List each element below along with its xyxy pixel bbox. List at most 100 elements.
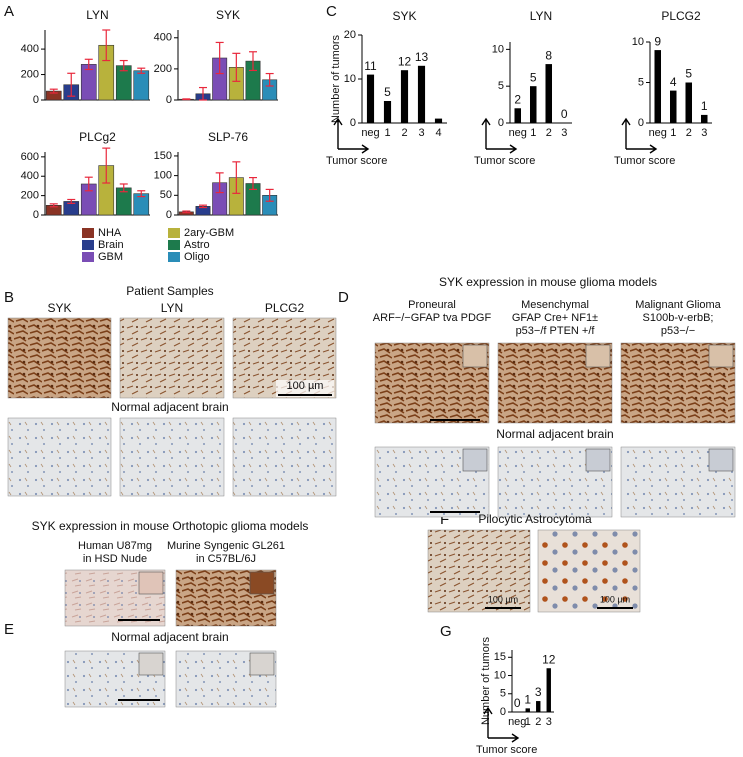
panel-letter: G — [440, 623, 452, 640]
row-label: Normal adjacent brain — [496, 427, 613, 441]
value-label: 5 — [530, 70, 537, 84]
column-label: in HSD Nude — [83, 553, 147, 565]
bar — [529, 86, 537, 123]
arrow — [483, 706, 520, 743]
row-label: Normal adjacent brain — [111, 400, 228, 414]
panel-letter: E — [4, 621, 14, 638]
chart-title: SYK — [392, 9, 416, 23]
micrograph — [119, 417, 225, 497]
panel-letter: C — [326, 3, 337, 20]
x-tick-label: 1 — [530, 127, 536, 139]
y-axis-label: Number of tumors — [330, 34, 342, 123]
y-tick-label: 200 — [154, 63, 172, 75]
value-label: 11 — [364, 59, 377, 73]
inset — [138, 571, 164, 595]
y-tick-label: 100 — [154, 170, 172, 182]
y-tick-label: 5 — [638, 76, 644, 88]
y-tick-label: 50 — [160, 189, 172, 201]
y-tick-label: 600 — [21, 151, 39, 163]
bar — [546, 668, 551, 712]
arrow — [621, 117, 658, 154]
chart-title: LYN — [86, 8, 108, 22]
inset — [249, 571, 275, 595]
scale-label: 100 µm — [287, 380, 324, 392]
column-label: SYK — [47, 301, 71, 315]
x-tick-label: 3 — [546, 716, 552, 728]
x-tick-label: 2 — [686, 127, 692, 139]
column-label: in C57BL/6J — [196, 553, 256, 565]
panel-letter: F — [440, 511, 449, 528]
y-tick-label: 200 — [21, 68, 39, 80]
value-label: 12 — [542, 652, 556, 666]
y-tick-label: 400 — [21, 43, 39, 55]
value-label: 1 — [701, 99, 708, 113]
x-tick-label: 4 — [435, 127, 441, 139]
column-label: PLCG2 — [265, 301, 305, 315]
column-label: S100b-v-erbB; — [643, 312, 714, 324]
inset — [138, 652, 164, 676]
section-title: SYK expression in mouse Orthotopic gliom… — [32, 519, 309, 533]
value-label: 0 — [514, 696, 521, 710]
bar — [525, 708, 530, 712]
y-tick-label: 0 — [33, 94, 39, 106]
micrograph — [427, 529, 531, 613]
micrograph — [537, 529, 641, 613]
column-label: ARF−/−GFAP tva PDGF — [373, 312, 492, 324]
y-tick-label: 0 — [350, 117, 356, 129]
column-label: Human U87mg — [78, 540, 152, 552]
inset — [249, 652, 275, 676]
legend-swatch — [82, 252, 94, 262]
x-tick-label: 1 — [525, 716, 531, 728]
bar — [536, 701, 541, 712]
value-label: 13 — [415, 50, 429, 64]
micrograph — [7, 317, 112, 399]
bar — [434, 118, 443, 123]
section-title: Pilocytic Astrocytoma — [478, 512, 592, 526]
scale-label: 100 µm — [600, 594, 630, 604]
y-tick-label: 0 — [166, 94, 172, 106]
y-tick-label: 20 — [344, 29, 356, 41]
x-tick-label: 1 — [384, 127, 390, 139]
inset — [585, 448, 611, 472]
column-label: Murine Syngenic GL261 — [167, 540, 285, 552]
y-tick-label: 0 — [500, 706, 506, 718]
x-axis-label: Tumor score — [474, 155, 535, 167]
legend-swatch — [82, 228, 94, 238]
chart-title: SLP-76 — [208, 130, 248, 144]
scale-bg — [276, 380, 334, 397]
bar — [133, 70, 150, 101]
x-tick-label: 2 — [535, 716, 541, 728]
micrograph — [7, 417, 112, 497]
panel-letter: A — [4, 3, 14, 20]
x-axis-label: Tumor score — [326, 155, 387, 167]
value-label: 4 — [670, 75, 677, 89]
x-axis-label: Tumor score — [476, 744, 537, 756]
y-tick-label: 400 — [21, 170, 39, 182]
chart-title: PLCg2 — [79, 130, 116, 144]
column-label: p53−/− — [661, 325, 695, 337]
x-tick-label: neg — [361, 127, 379, 139]
x-axis-label: Tumor score — [614, 155, 675, 167]
y-tick-label: 10 — [632, 36, 644, 48]
bar — [366, 74, 375, 123]
chart-title: SYK — [216, 8, 240, 22]
legend-label: NHA — [98, 227, 122, 239]
value-label: 9 — [654, 34, 661, 48]
x-tick-label: neg — [509, 127, 527, 139]
row-label: Normal adjacent brain — [111, 630, 228, 644]
y-tick-label: 10 — [492, 43, 504, 55]
value-label: 3 — [535, 685, 542, 699]
y-tick-label: 200 — [21, 190, 39, 202]
value-label: 12 — [398, 54, 412, 68]
scale-label: 100 µm — [488, 594, 518, 604]
y-tick-label: 0 — [33, 209, 39, 221]
legend-swatch — [168, 252, 180, 262]
value-label: 1 — [524, 693, 531, 707]
value-label: 0 — [561, 107, 568, 121]
section-title: SYK expression in mouse glioma models — [439, 275, 657, 289]
inset — [708, 344, 734, 368]
column-label: LYN — [161, 301, 183, 315]
bar — [669, 90, 677, 123]
y-tick-label: 0 — [498, 117, 504, 129]
bar — [383, 101, 392, 123]
